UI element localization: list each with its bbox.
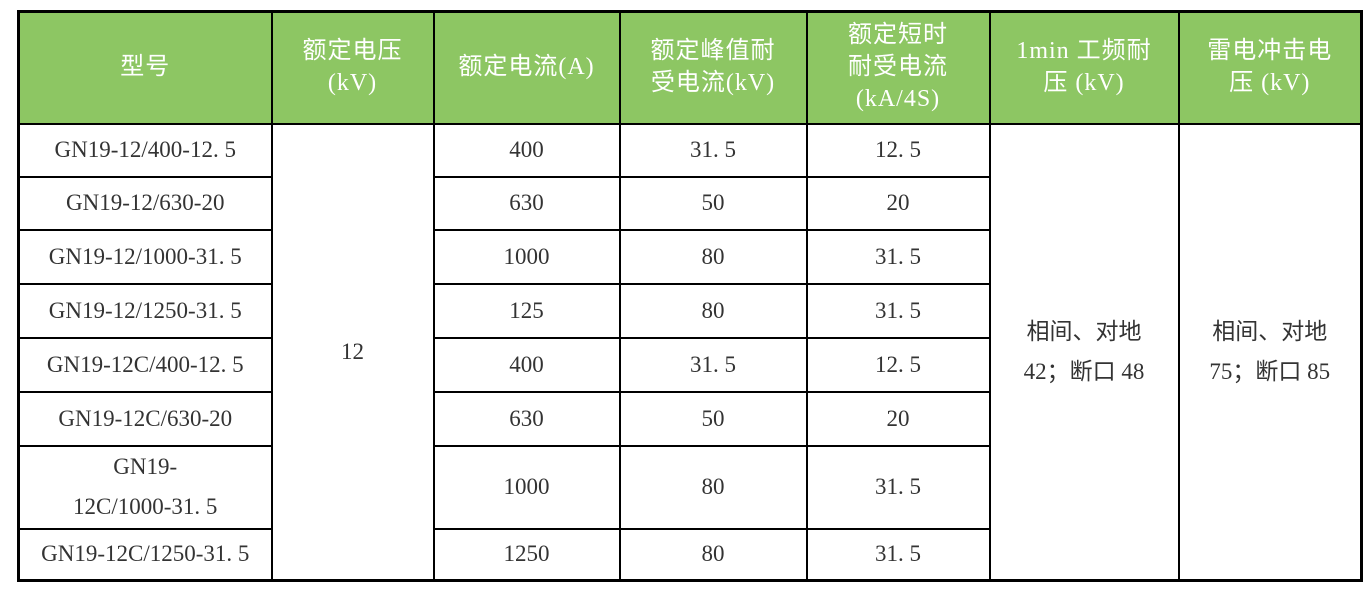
model-cell: GN19-12C/630-20 (17, 390, 273, 447)
peak-current-cell: 50 (618, 175, 808, 231)
header-model: 型号 (17, 10, 273, 125)
rated-current-cell: 630 (432, 390, 621, 447)
rated-current-cell: 400 (432, 336, 621, 393)
table-row: GN19-12/400-12. 5 12 400 31. 5 12. 5 相间、… (17, 122, 1363, 582)
table-row: GN19-12/630-20 630 50 20 (17, 175, 1362, 231)
model-cell: GN19-12C/1250-31. 5 (17, 527, 273, 582)
rated-voltage-cell: 12 (270, 122, 435, 582)
model-cell: GN19-12/1000-31. 5 (17, 228, 273, 285)
rated-current-cell: 125 (432, 282, 621, 339)
switch-spec-table: 型号 额定电压 (kV) 额定电流(A) 额定峰值耐 受电流(kV) 额定短时 … (17, 10, 1363, 582)
header-lightning-impulse: 雷电冲击电 压 (kV) (1177, 10, 1363, 125)
header-power-frequency-withstand: 1min 工频耐 压 (kV) (988, 10, 1180, 125)
short-time-current-cell: 20 (805, 390, 991, 447)
table-row: GN19-12/1000-31. 5 1000 80 31. 5 (17, 228, 1362, 285)
power-frequency-withstand-cell: 相间、对地 42；断口 48 (988, 122, 1180, 582)
peak-current-cell: 80 (618, 527, 808, 582)
rated-current-cell: 1000 (432, 444, 621, 530)
short-time-current-cell: 31. 5 (805, 282, 991, 339)
rated-current-cell: 630 (432, 175, 621, 231)
model-cell: GN19-12C/400-12. 5 (17, 336, 273, 393)
peak-current-cell: 50 (618, 390, 808, 447)
model-cell: GN19-12/400-12. 5 (17, 122, 273, 178)
peak-current-cell: 80 (618, 282, 808, 339)
model-cell: GN19-12/1250-31. 5 (17, 282, 273, 339)
header-rated-voltage: 额定电压 (kV) (270, 10, 435, 125)
peak-current-cell: 31. 5 (618, 336, 808, 393)
rated-current-cell: 400 (432, 122, 621, 178)
table-row: GN19-12C/1250-31. 5 1250 80 31. 5 (17, 527, 1362, 582)
table-row: GN19-12/1250-31. 5 125 80 31. 5 (17, 282, 1362, 339)
short-time-current-cell: 31. 5 (805, 527, 991, 582)
rated-current-cell: 1250 (432, 527, 621, 582)
short-time-current-cell: 20 (805, 175, 991, 231)
short-time-current-cell: 31. 5 (805, 444, 991, 530)
model-cell: GN19- 12C/1000-31. 5 (17, 444, 273, 530)
peak-current-cell: 31. 5 (618, 122, 808, 178)
header-rated-current: 额定电流(A) (432, 10, 621, 125)
header-peak-withstand-current: 额定峰值耐 受电流(kV) (618, 10, 808, 125)
short-time-current-cell: 12. 5 (805, 122, 991, 178)
table-row: GN19- 12C/1000-31. 5 1000 80 31. 5 (17, 444, 1362, 530)
short-time-current-cell: 31. 5 (805, 228, 991, 285)
table-row: GN19-12C/630-20 630 50 20 (17, 390, 1362, 447)
peak-current-cell: 80 (618, 444, 808, 530)
short-time-current-cell: 12. 5 (805, 336, 991, 393)
header-row: 型号 额定电压 (kV) 额定电流(A) 额定峰值耐 受电流(kV) 额定短时 … (17, 10, 1363, 125)
model-cell: GN19-12/630-20 (17, 175, 273, 231)
header-short-time-withstand-current: 额定短时 耐受电流 (kA/4S) (805, 10, 991, 125)
rated-current-cell: 1000 (432, 228, 621, 285)
table-row: GN19-12C/400-12. 5 400 31. 5 12. 5 (17, 336, 1362, 393)
lightning-impulse-cell: 相间、对地 75；断口 85 (1177, 122, 1363, 582)
peak-current-cell: 80 (618, 228, 808, 285)
